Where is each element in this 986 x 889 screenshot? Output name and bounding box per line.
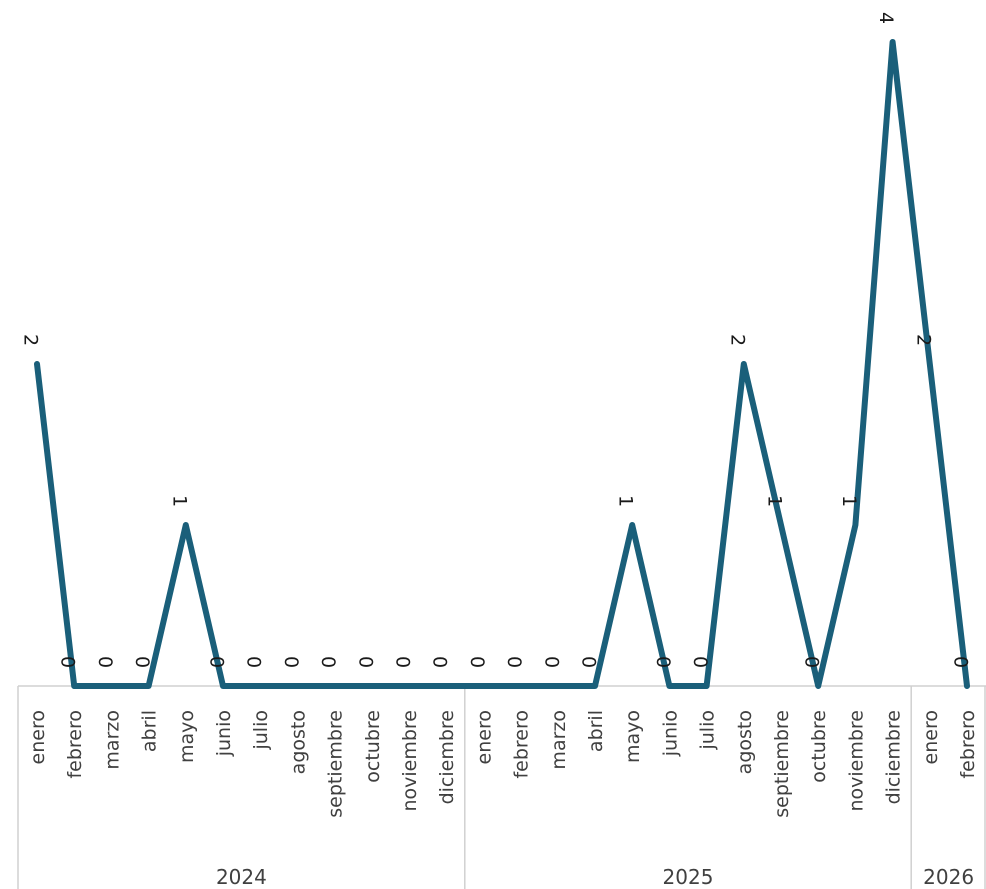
data-label: 0	[689, 656, 711, 668]
data-label: 0	[503, 656, 525, 668]
month-tick-label: enero	[473, 710, 495, 764]
year-label: 2025	[663, 865, 714, 889]
month-tick-label: agosto	[734, 710, 756, 774]
month-tick-label: mayo	[622, 710, 644, 763]
month-tick-label: mayo	[176, 710, 198, 763]
month-tick-label: marzo	[101, 710, 123, 770]
data-label: 0	[131, 656, 153, 668]
series-group	[34, 39, 970, 689]
data-label: 0	[206, 656, 228, 668]
data-label: 1	[615, 495, 637, 507]
data-label: 4	[875, 12, 897, 24]
month-tick-label: abril	[585, 710, 607, 752]
data-label: 0	[950, 656, 972, 668]
month-tick-label: marzo	[548, 710, 570, 770]
month-tick-label: diciembre	[883, 710, 905, 804]
month-tick-label: febrero	[957, 710, 979, 779]
data-label: 0	[652, 656, 674, 668]
data-label: 0	[392, 656, 414, 668]
data-label: 0	[317, 656, 339, 668]
month-tick-label: julio	[250, 710, 272, 751]
month-tick-label: noviembre	[845, 710, 867, 812]
data-label: 0	[801, 656, 823, 668]
data-label: 1	[168, 495, 190, 507]
month-tick-label: agosto	[287, 710, 309, 774]
data-label: 0	[466, 656, 488, 668]
month-tick-label: febrero	[64, 710, 86, 779]
month-tick-label: julio	[697, 710, 719, 751]
data-label: 2	[726, 334, 748, 346]
month-tick-label: junio	[213, 710, 235, 757]
month-tick-label: noviembre	[399, 710, 421, 812]
month-tick-label: abril	[139, 710, 161, 752]
data-label: 1	[764, 495, 786, 507]
series-line	[34, 39, 970, 689]
month-tick-label: octubre	[362, 710, 384, 783]
data-label: 0	[540, 656, 562, 668]
month-tick-label: septiembre	[325, 710, 347, 818]
year-label: 2024	[216, 865, 267, 889]
month-tick-label: octubre	[808, 710, 830, 783]
data-label: 2	[20, 334, 42, 346]
data-label: 0	[243, 656, 265, 668]
month-tick-label: enero	[920, 710, 942, 764]
data-label: 1	[838, 495, 860, 507]
month-tick-label: enero	[27, 710, 49, 764]
year-label: 2026	[923, 865, 974, 889]
data-label: 0	[429, 656, 451, 668]
month-tick-label: diciembre	[436, 710, 458, 804]
data-label: 2	[912, 334, 934, 346]
data-label: 0	[354, 656, 376, 668]
month-tick-label: junio	[659, 710, 681, 757]
data-label: 0	[280, 656, 302, 668]
month-tick-label: febrero	[511, 710, 533, 779]
data-label: 0	[57, 656, 79, 668]
data-label: 0	[578, 656, 600, 668]
data-labels: 2 0 0 0 1 0 0 0 0 0 0 0 0 0 0 0 1 0 0 2 1 0 1 4 2 0	[20, 12, 972, 668]
data-label: 0	[94, 656, 116, 668]
month-tick-label: septiembre	[771, 710, 793, 818]
